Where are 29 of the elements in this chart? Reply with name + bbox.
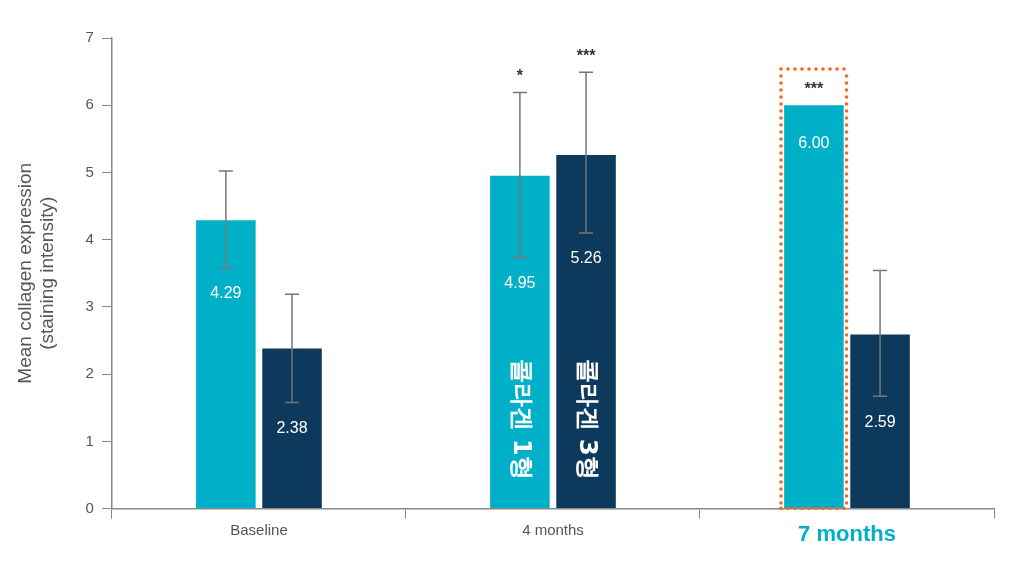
series-label: 콜라겐 1형 — [507, 358, 536, 480]
annotation: *** — [804, 79, 825, 97]
x-tick-label: 4 months — [522, 520, 584, 538]
data-label: 2.59 — [864, 412, 896, 430]
series-label: 콜라겐 3형 — [573, 358, 602, 480]
bar — [196, 220, 256, 509]
bar — [490, 175, 550, 509]
y-tick-label: 7 — [85, 28, 94, 46]
annotation: *** — [576, 46, 597, 64]
data-label: 2.38 — [276, 418, 308, 436]
annotation: * — [516, 66, 524, 84]
y-tick-label: 5 — [85, 162, 94, 180]
data-label: 4.29 — [210, 284, 242, 302]
y-tick-label: 1 — [85, 431, 94, 449]
data-label: 4.95 — [504, 273, 536, 291]
bar — [850, 334, 910, 509]
y-tick-label: 6 — [85, 95, 94, 113]
data-label: 6.00 — [798, 133, 830, 151]
y-tick-label: 0 — [85, 498, 94, 516]
y-tick-label: 4 — [85, 229, 94, 247]
bar — [784, 105, 844, 509]
y-tick-label: 2 — [85, 364, 94, 382]
data-label: 5.26 — [570, 249, 602, 267]
y-tick-label: 3 — [85, 297, 94, 315]
bar — [262, 348, 322, 509]
x-tick-label: Baseline — [230, 520, 288, 538]
y-axis-title: Mean collagen expression (staining intensity) — [13, 162, 58, 384]
bar — [556, 154, 616, 509]
x-tick-label: 7 months — [798, 520, 896, 546]
